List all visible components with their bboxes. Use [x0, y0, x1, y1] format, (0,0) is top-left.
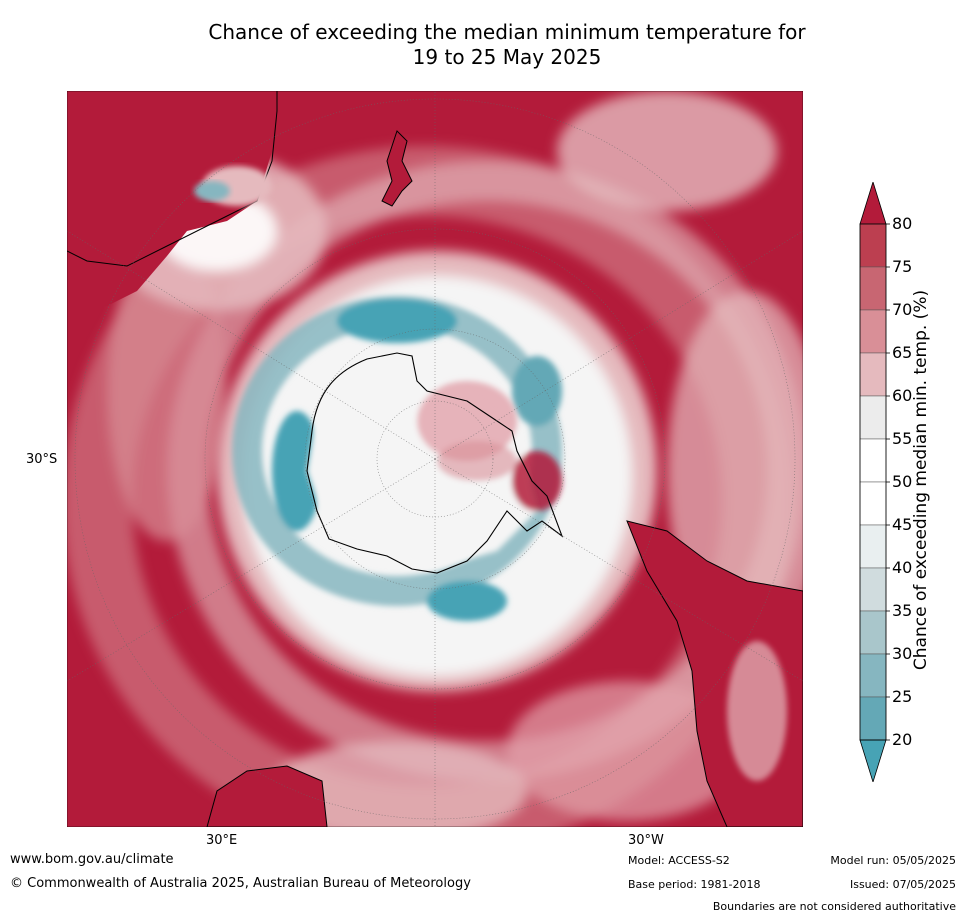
colorbar-band [859, 610, 887, 655]
map-title: Chance of exceeding the median minimum t… [0, 20, 965, 70]
probability-map [67, 91, 803, 827]
colorbar-tick-label: 25 [892, 687, 912, 706]
outer-pink-band [67, 91, 803, 827]
colorbar-band [859, 567, 887, 612]
antarctica-coastline [306, 352, 564, 574]
colorbar-band [859, 696, 887, 741]
colorbar-tick-label: 60 [892, 386, 912, 405]
colorbar-band [859, 352, 887, 397]
footer-disclaimer: Boundaries are not considered authoritat… [712, 900, 956, 913]
footer-base-period: Base period: 1981-2018 [628, 878, 761, 891]
colorbar-tick-label: 45 [892, 515, 912, 534]
colorbar-tick-label: 70 [892, 300, 912, 319]
colorbar-band [859, 481, 887, 526]
africa [206, 765, 328, 827]
colorbar-band [859, 223, 887, 268]
australia [67, 91, 278, 306]
colorbar-band [859, 309, 887, 354]
colorbar-band [859, 524, 887, 569]
colorbar-tick-label: 30 [892, 644, 912, 663]
colorbar-tick-label: 75 [892, 257, 912, 276]
colorbar-extend-top [859, 182, 887, 225]
colorbar-tick-label: 20 [892, 730, 912, 749]
lon-label-30w: 30°W [628, 833, 664, 848]
footer-model-run: Model run: 05/05/2025 [830, 854, 956, 867]
colorbar-tick-label: 50 [892, 472, 912, 491]
colorbar-tick-label: 35 [892, 601, 912, 620]
colorbar-band [859, 266, 887, 311]
colorbar-tick-label: 65 [892, 343, 912, 362]
colorbar: 80 75 70 65 60 55 50 45 40 35 30 25 20 [859, 182, 912, 782]
colorbar-band [859, 438, 887, 483]
colorbar-tick-label: 55 [892, 429, 912, 448]
colorbar-tick-label: 80 [892, 214, 912, 233]
colorbar-band [859, 653, 887, 698]
lat-label-30s: 30°S [26, 452, 58, 467]
footer-model: Model: ACCESS-S2 [628, 854, 730, 867]
footer-copyright: © Commonwealth of Australia 2025, Austra… [10, 876, 471, 891]
colorbar-extend-bottom [859, 739, 887, 782]
footer-website: www.bom.gov.au/climate [10, 852, 174, 867]
title-line-2: 19 to 25 May 2025 [412, 45, 602, 69]
colorbar-tick-label: 40 [892, 558, 912, 577]
lon-label-30e: 30°E [206, 833, 238, 848]
map-canvas [67, 91, 803, 827]
colorbar-label: Chance of exceeding median min. temp. (%… [911, 289, 931, 671]
colorbar-bands [859, 182, 887, 782]
colorbar-band [859, 395, 887, 440]
south-america [626, 520, 803, 827]
new-zealand [381, 130, 413, 207]
low-probability-ring [232, 296, 562, 621]
graticule [67, 91, 803, 827]
title-line-1: Chance of exceeding the median minimum t… [208, 20, 806, 44]
footer-issued: Issued: 07/05/2025 [849, 878, 956, 891]
colorbar-ticks: 80 75 70 65 60 55 50 45 40 35 30 25 20 [886, 214, 912, 749]
